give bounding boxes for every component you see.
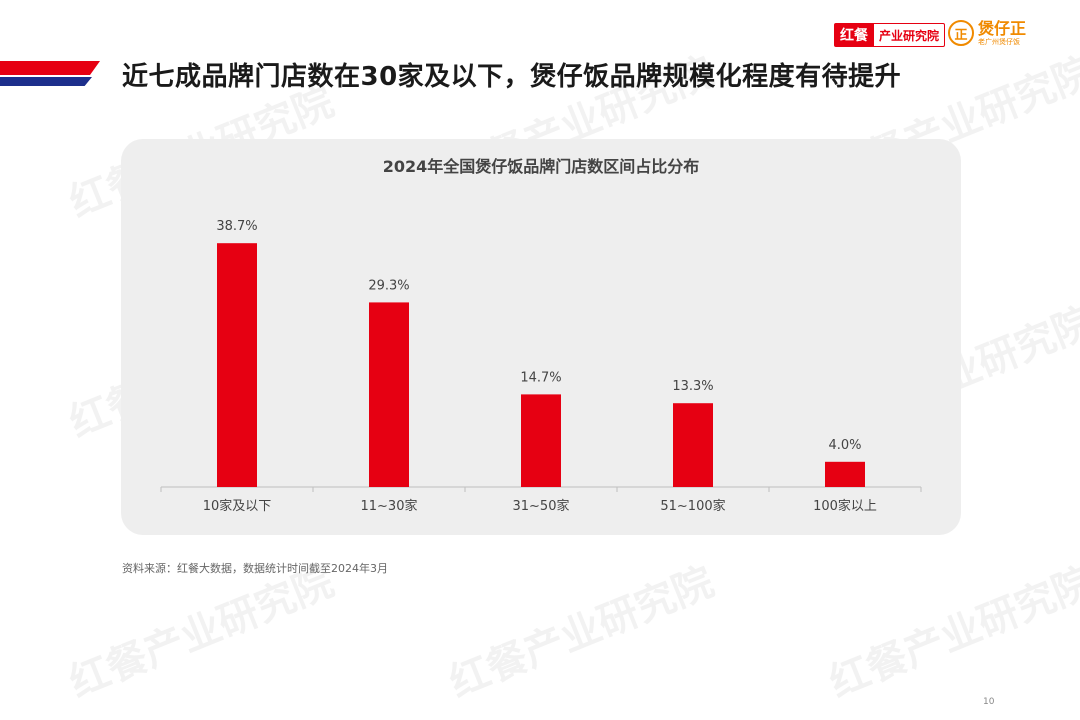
- page-number: 10: [983, 697, 995, 707]
- x-tick-label: 51~100家: [660, 498, 725, 514]
- x-tick-label: 31~50家: [513, 498, 570, 514]
- header-stripe-red: [0, 61, 100, 75]
- hongcan-logo-mark: 红餐: [834, 23, 874, 47]
- bar: [825, 461, 865, 487]
- data-label: 4.0%: [828, 438, 861, 453]
- watermark: 红餐产业研究院: [443, 558, 720, 707]
- x-tick-label: 10家及以下: [203, 498, 272, 514]
- data-label: 29.3%: [368, 278, 409, 293]
- data-label: 14.7%: [520, 370, 561, 385]
- source-note: 资料来源：红餐大数据，数据统计时间截至2024年3月: [122, 562, 388, 575]
- watermark: 红餐产业研究院: [823, 558, 1080, 707]
- partner-logo: 正 煲仔正 老广州煲仔饭: [948, 20, 1026, 46]
- page-title: 近七成品牌门店数在30家及以下，煲仔饭品牌规模化程度有待提升: [122, 62, 902, 92]
- partner-logo-name: 煲仔正: [978, 18, 1027, 38]
- data-label: 13.3%: [672, 379, 713, 394]
- chart-panel: 2024年全国煲仔饭品牌门店数区间占比分布 38.7% 10家及以下 29.3% 11…: [121, 139, 961, 535]
- data-label: 38.7%: [216, 219, 257, 234]
- bar: [521, 394, 561, 487]
- partner-logo-sub: 老广州煲仔饭: [978, 37, 1020, 46]
- hongcan-logo: 红餐 产业研究院: [834, 23, 946, 47]
- hongcan-logo-text: 产业研究院: [874, 23, 946, 47]
- x-tick-label: 100家以上: [813, 498, 877, 514]
- bar: [673, 403, 713, 487]
- header-stripe-blue: [0, 77, 92, 86]
- bar-chart: 38.7% 10家及以下 29.3% 11~30家 14.7% 31~50家 13.3% 51…: [160, 219, 922, 514]
- bar: [369, 302, 409, 487]
- chart-title: 2024年全国煲仔饭品牌门店数区间占比分布: [382, 157, 700, 176]
- x-tick-label: 11~30家: [361, 498, 418, 514]
- bar: [217, 243, 257, 487]
- partner-logo-icon: 正: [948, 20, 974, 46]
